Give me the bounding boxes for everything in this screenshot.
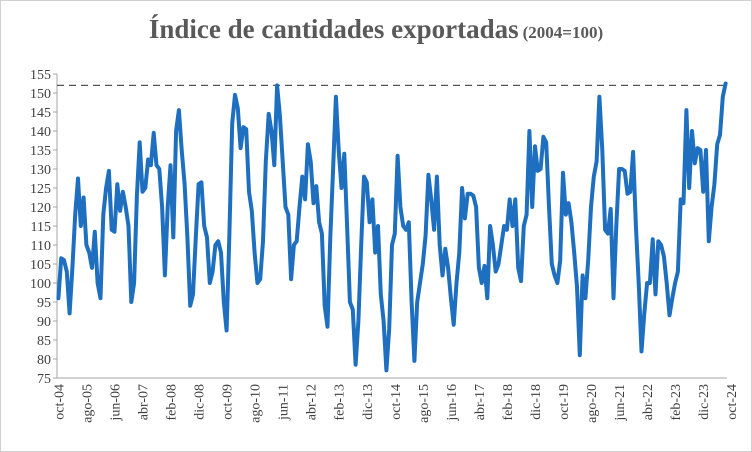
- x-tick-label: feb-18: [501, 384, 516, 421]
- x-tick-label: feb-08: [165, 384, 180, 421]
- x-tick-label: jun-06: [108, 384, 123, 422]
- x-tick-label: oct-14: [389, 384, 404, 420]
- x-tick-label: jun-11: [277, 384, 292, 421]
- chart-title: Índice de cantidades exportadas (2004=10…: [0, 14, 752, 45]
- x-tick-label: feb-23: [669, 384, 684, 421]
- x-tick-label: abr-12: [305, 384, 320, 420]
- x-tick-label: oct-19: [557, 384, 572, 420]
- x-tick-label: jun-21: [613, 384, 628, 422]
- y-tick-label: 80: [37, 353, 51, 368]
- x-tick-labels: oct-04 ago-05 jun-06 abr-07 feb-08 dic-08 oct-…: [52, 384, 740, 423]
- chart-title-subtitle: (2004=100): [522, 23, 604, 42]
- x-tick-label: ago-05: [80, 384, 95, 423]
- x-tick-label: ago-15: [417, 384, 432, 423]
- y-tick-label: 105: [30, 258, 51, 273]
- series-group: [56, 81, 728, 373]
- axes: [56, 74, 727, 379]
- y-tick-label: 120: [30, 201, 51, 216]
- x-tick-label: dic-13: [361, 384, 376, 420]
- y-tick-label: 125: [30, 182, 51, 197]
- x-tick-label: abr-17: [473, 384, 488, 420]
- x-tick-label: oct-04: [52, 384, 67, 420]
- x-tick-label: dic-18: [529, 384, 544, 420]
- chart-title-main: Índice de cantidades exportadas: [148, 14, 519, 44]
- y-tick-label: 135: [30, 144, 51, 159]
- y-tick-label: 100: [30, 277, 51, 292]
- y-tick-labels: 75 80 85 90 95 100 105 110 115 120 125 130 135 140 145…: [30, 68, 57, 387]
- x-tick-label: abr-07: [137, 384, 152, 420]
- x-tick-label: oct-24: [725, 384, 740, 420]
- x-tick-label: jun-16: [445, 384, 460, 422]
- series-line: [56, 81, 728, 373]
- y-tick-label: 145: [30, 106, 51, 121]
- y-tick-label: 140: [30, 125, 51, 140]
- y-tick-label: 115: [31, 220, 51, 235]
- y-tick-label: 150: [30, 87, 51, 102]
- x-tick-label: ago-20: [585, 384, 600, 423]
- y-tick-label: 90: [37, 315, 51, 330]
- x-tick-label: feb-13: [333, 384, 348, 421]
- y-tick-label: 110: [31, 239, 51, 254]
- x-tick-label: oct-09: [221, 384, 236, 420]
- y-tick-label: 130: [30, 163, 51, 178]
- x-tick-label: dic-23: [697, 384, 712, 420]
- y-tick-label: 85: [37, 334, 51, 349]
- y-tick-label: 95: [37, 296, 51, 311]
- x-tick-label: abr-22: [641, 384, 656, 420]
- y-tick-label: 75: [37, 372, 51, 387]
- x-tick-label: ago-10: [249, 384, 264, 423]
- x-tick-label: dic-08: [193, 384, 208, 420]
- y-tick-label: 155: [30, 68, 51, 83]
